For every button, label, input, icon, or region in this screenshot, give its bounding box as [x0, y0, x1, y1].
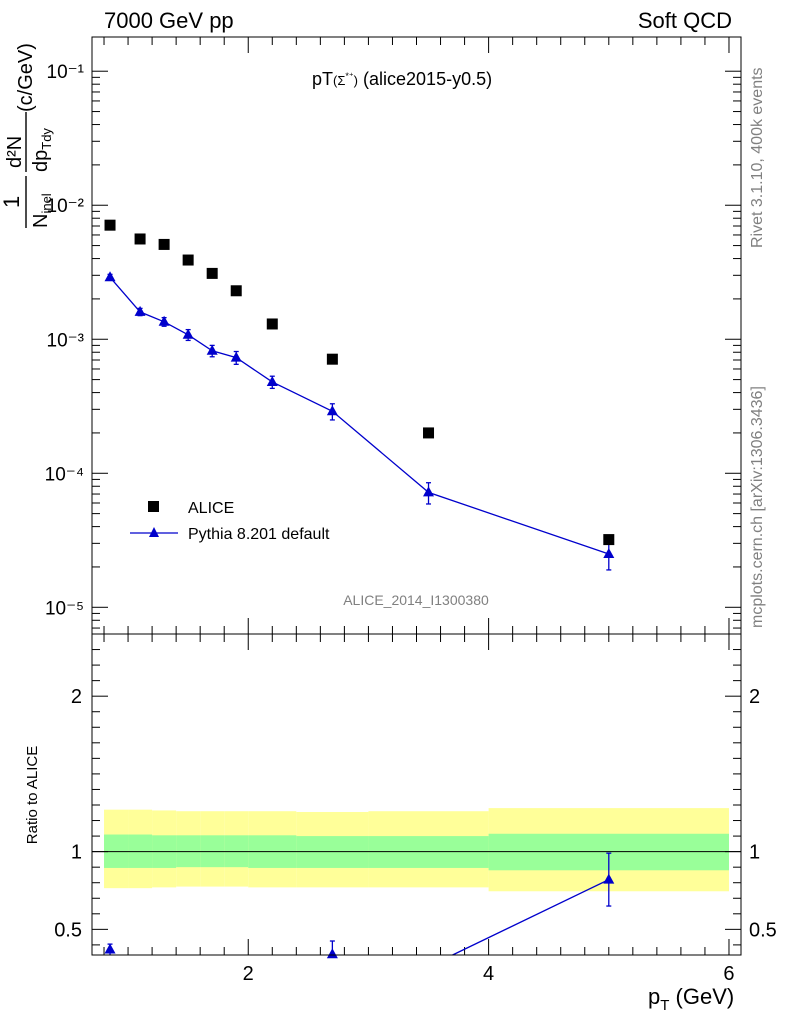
y-title-d2n: d²N [4, 136, 26, 168]
ratio-y-tick-label-right: 1 [749, 842, 760, 864]
analysis-watermark: ALICE_2014_I1300380 [343, 592, 489, 608]
x-tick-label: 6 [723, 963, 734, 985]
ratio-panel: 0.5 0.5 1 1 2 2 2 4 6 Ratio to ALICE pT (GeV) [24, 633, 777, 1014]
pythia-point [158, 315, 170, 326]
alice-point [158, 238, 170, 250]
alice-point [182, 254, 194, 266]
ratio-point [326, 948, 338, 959]
y-tick-label: 10⁻¹ [47, 62, 85, 83]
x-axis-title: pT (GeV) [648, 984, 734, 1014]
y-tick-label: 10⁻² [47, 196, 85, 217]
ratio-y-tick-label: 0.5 [54, 919, 82, 941]
ratio-y-tick-label-right: 2 [749, 686, 760, 708]
legend: ALICE Pythia 8.201 default [130, 500, 330, 543]
pythia-point [182, 328, 194, 339]
legend-marker-pythia [149, 527, 159, 537]
ratio-y-title: Ratio to ALICE [24, 746, 41, 844]
y-title-one: 1 [0, 196, 24, 208]
ratio-point [104, 943, 116, 954]
y-tick-label: 10⁻⁵ [45, 598, 84, 619]
chart-title: pT(Σ*⁺) (alice2015-y0.5) [312, 69, 492, 89]
y-tick-label: 10⁻³ [47, 330, 85, 351]
alice-point [603, 534, 615, 546]
y-title-ninel: Ninel [30, 193, 54, 228]
mcplots-label: mcplots.cern.ch [arXiv:1306.3436] [749, 386, 766, 628]
pythia-point [134, 305, 146, 316]
alice-point [230, 285, 242, 297]
ratio-y-tick-label: 1 [71, 842, 82, 864]
alice-point [134, 233, 146, 245]
ratio-panel-frame [91, 633, 742, 956]
rivet-label: Rivet 3.1.10, 400k events [749, 67, 766, 248]
pythia-line [109, 276, 610, 555]
pythia-point [104, 271, 116, 282]
header-right: Soft QCD [638, 8, 732, 33]
ratio-panel-layer: 0.5 0.5 1 1 2 2 2 4 6 [54, 634, 777, 985]
alice-point [266, 318, 278, 330]
alice-point [206, 267, 218, 279]
pythia-point [266, 375, 278, 386]
y-title-unit: (c/GeV) [15, 43, 37, 112]
pythia-point [326, 405, 338, 416]
legend-label-pythia: Pythia 8.201 default [188, 526, 330, 543]
pythia-point [423, 486, 435, 497]
pythia-point [603, 547, 615, 558]
main-panel-layer: 10⁻⁵ 10⁻⁴ 10⁻³ 10⁻² 10⁻¹ [45, 37, 741, 634]
legend-label-alice: ALICE [188, 500, 234, 517]
alice-point [326, 353, 338, 365]
pythia-point [206, 344, 218, 355]
ratio-y-tick-label: 2 [71, 686, 82, 708]
pythia-point [230, 351, 242, 362]
x-tick-label: 4 [483, 963, 494, 985]
ratio-line [452, 879, 610, 956]
alice-point [423, 427, 435, 439]
y-tick-label: 10⁻⁴ [45, 464, 84, 485]
header-left: 7000 GeV pp [104, 8, 234, 33]
ratio-y-tick-label-right: 0.5 [749, 919, 777, 941]
legend-marker-alice [148, 501, 159, 512]
main-panel: 10⁻⁵ 10⁻⁴ 10⁻³ 10⁻² 10⁻¹ pT(Σ*⁺) (alice2015-… [0, 36, 742, 635]
ratio-point [603, 873, 615, 884]
x-tick-label: 2 [243, 963, 254, 985]
alice-point [104, 219, 116, 231]
y-title-dpt: dpTdy [30, 128, 54, 172]
